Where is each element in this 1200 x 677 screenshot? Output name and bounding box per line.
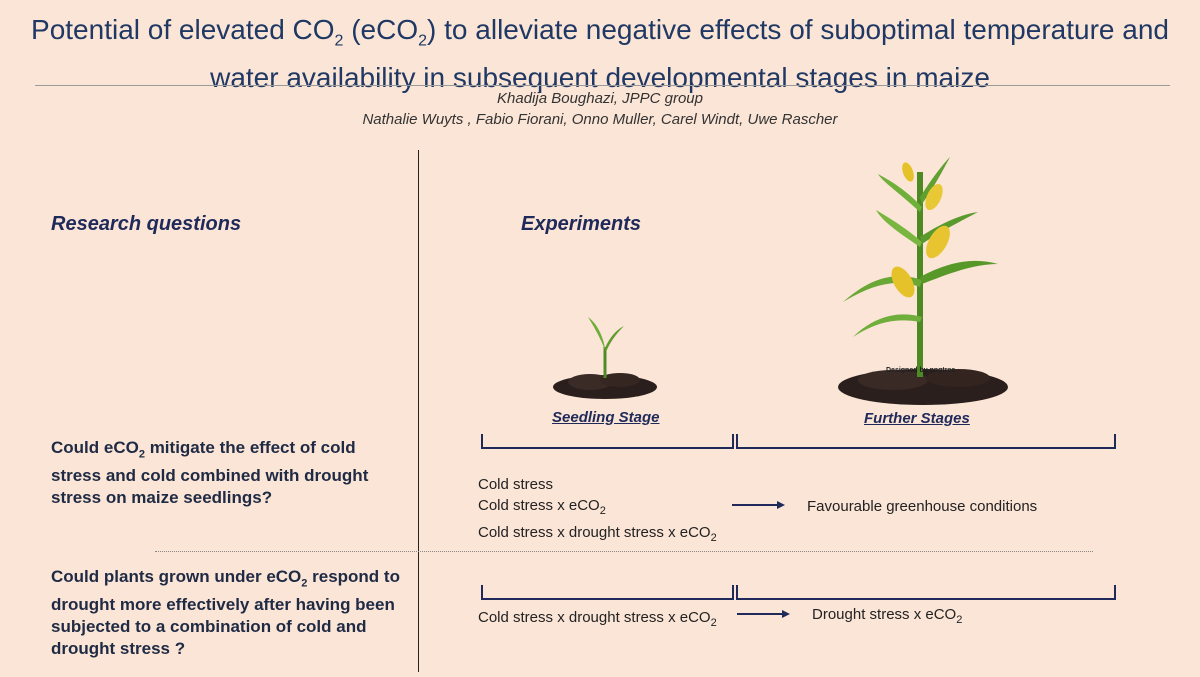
exp1-cold-eco2: Cold stress x eCO2 [478, 497, 606, 517]
further-stages-label: Further Stages [864, 410, 970, 427]
title-line-1: Potential of elevated CO2 (eCO2) to alle… [31, 14, 1169, 50]
section-divider-dotted [155, 551, 1093, 552]
exp2-seedling-condition: Cold stress x drought stress x eCO2 [478, 609, 717, 629]
research-question-2: Could plants grown under eCO2 respond to… [51, 567, 400, 659]
author-primary: Khadija Boughazi, JPPC group [497, 90, 703, 107]
research-questions-heading: Research questions [51, 213, 242, 235]
maize-plant-illustration [838, 157, 1008, 405]
exp2-further-condition: Drought stress x eCO2 [812, 606, 963, 626]
title-line-2: water availability in subsequent develop… [210, 61, 990, 93]
further-bracket-2 [736, 585, 1116, 600]
pngtree-watermark: Designed by pngtree [886, 367, 956, 374]
exp1-cold-drought-eco2: Cold stress x drought stress x eCO2 [478, 524, 717, 544]
seedling-bracket-1 [481, 434, 734, 449]
seedling-stage-label: Seedling Stage [552, 409, 660, 426]
research-question-1: Could eCO2 mitigate the effect of cold s… [51, 438, 369, 508]
exp1-cold: Cold stress [478, 476, 554, 493]
author-coauthors: Nathalie Wuyts , Fabio Fiorani, Onno Mul… [362, 111, 838, 128]
seedling-bracket-2 [481, 585, 734, 600]
column-divider [418, 150, 419, 672]
further-bracket-1 [736, 434, 1116, 449]
exp1-result: Favourable greenhouse conditions [807, 498, 1038, 515]
seedling-illustration [553, 317, 657, 399]
poster-title: Potential of elevated CO2 (eCO2) to alle… [0, 12, 1200, 96]
experiment-1-conditions: Cold stress Cold stress x eCO2 Cold stre… [478, 474, 717, 549]
experiments-heading: Experiments [521, 213, 642, 235]
title-divider [35, 85, 1170, 86]
